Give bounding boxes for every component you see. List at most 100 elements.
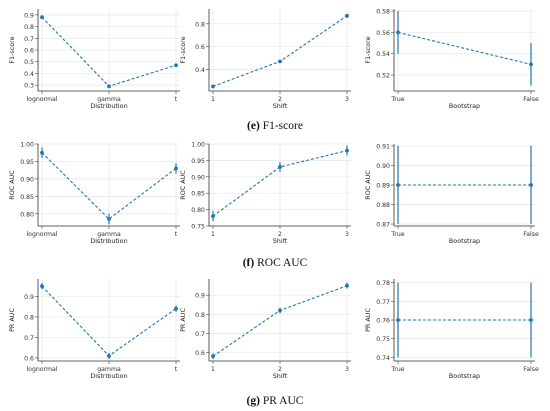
y-axis-label: ROC AUC	[179, 170, 187, 200]
x-axis-label: Distribution	[90, 102, 127, 110]
data-point	[396, 30, 400, 35]
x-tick-label: True	[390, 96, 404, 103]
y-tick-label: 0.5	[24, 59, 34, 66]
y-tick-label: 0.6	[195, 350, 205, 357]
x-tick-label: 2	[278, 96, 282, 103]
y-tick-label: 0.8	[195, 312, 205, 319]
y-tick-label: 0.80	[20, 211, 34, 218]
x-tick-label: 3	[345, 231, 349, 238]
data-point	[278, 59, 282, 64]
y-tick-label: 0.88	[376, 202, 390, 209]
data-point	[211, 84, 215, 89]
y-tick-label: 0.91	[376, 143, 390, 150]
x-axis-label: Shift	[273, 372, 288, 380]
x-tick-label: lognormal	[26, 366, 57, 373]
y-tick-label: 0.6	[24, 48, 34, 55]
series-line	[397, 31, 532, 65]
caption-text: ROC AUC	[257, 257, 308, 269]
y-axis-label: PR AUC	[364, 308, 372, 332]
data-point	[345, 148, 349, 153]
x-axis-label: Bootstrap	[449, 372, 480, 380]
x-tick-label: 2	[278, 366, 282, 373]
y-axis-label: ROC AUC	[8, 170, 16, 200]
data-point	[107, 84, 111, 89]
x-tick-label: t	[175, 366, 178, 373]
x-tick-label: 1	[211, 231, 215, 238]
y-tick-label: 0.7	[195, 331, 205, 338]
data-point	[529, 183, 533, 187]
x-tick-label: gamma	[97, 366, 121, 373]
caption-text: F1-score	[262, 120, 303, 132]
y-axis-label: ROC AUC	[364, 170, 372, 200]
data-point	[529, 62, 533, 67]
caption-letter: (f)	[242, 257, 255, 269]
y-tick-label: 0.75	[376, 336, 390, 343]
y-tick-label: 0.87	[376, 222, 390, 229]
data-point	[174, 306, 178, 311]
data-point	[211, 214, 215, 219]
data-point	[174, 166, 178, 171]
y-tick-label: 0.3	[24, 83, 34, 90]
y-tick-label: 0.4	[195, 67, 205, 74]
y-tick-label: 0.4	[24, 71, 34, 78]
x-tick-label: gamma	[97, 96, 121, 103]
x-axis-label: Bootstrap	[449, 237, 480, 245]
y-tick-label: 0.58	[376, 9, 390, 16]
x-tick-label: False	[523, 231, 539, 238]
y-tick-label: 0.90	[376, 163, 390, 170]
y-tick-label: 0.7	[24, 335, 34, 342]
chart-panel: 0.75 0.80 0.85 0.90 0.95 1.00 1 2 3 Shift ROC AUC	[179, 142, 351, 245]
data-point	[345, 283, 349, 288]
y-tick-label: 0.76	[376, 318, 390, 325]
y-tick-label: 0.95	[20, 159, 34, 166]
chart-panel: 0.52 0.54 0.56 0.58 True False Bootstrap F1-sco…	[364, 9, 539, 110]
y-axis-label: F1-score	[8, 36, 16, 63]
y-tick-label: 0.8	[24, 24, 34, 31]
y-tick-label: 0.8	[195, 21, 205, 28]
caption-pr-auc: (g) PR AUC	[0, 395, 550, 407]
chart-panel: 0.6 0.7 0.8 0.9 lognormal gamma t Distribution P…	[8, 279, 180, 380]
x-tick-label: True	[390, 231, 404, 238]
data-point	[107, 217, 111, 221]
y-tick-label: 0.75	[191, 224, 205, 231]
data-point	[40, 150, 44, 155]
x-tick-label: 3	[345, 96, 349, 103]
chart-panel: 0.74 0.75 0.76 0.77 0.78 True False Bootstrap PR…	[364, 279, 539, 380]
y-tick-label: 1.00	[20, 142, 34, 149]
caption-letter: (e)	[247, 120, 260, 132]
data-point	[278, 165, 282, 169]
x-axis-label: Bootstrap	[449, 102, 480, 110]
data-point	[174, 63, 178, 68]
x-tick-label: False	[523, 96, 539, 103]
y-tick-label: 1.00	[191, 142, 205, 149]
y-axis-label: F1-score	[364, 36, 372, 63]
chart-panel: 0.87 0.88 0.89 0.90 0.91 True False Bootstrap RO…	[364, 143, 539, 245]
y-tick-label: 0.9	[195, 293, 205, 300]
x-tick-label: gamma	[97, 231, 121, 238]
data-point	[396, 318, 400, 322]
y-axis-label: PR AUC	[179, 308, 187, 332]
chart-panel: 0.4 0.6 0.8 1 2 3 Shift F1-score	[179, 9, 351, 110]
x-axis-label: Distribution	[90, 237, 127, 245]
x-tick-label: 2	[278, 231, 282, 238]
caption-f1-score: (e) F1-score	[0, 120, 550, 132]
series-line	[212, 150, 348, 217]
y-tick-label: 0.9	[24, 294, 34, 301]
y-axis-label: PR AUC	[8, 308, 16, 332]
chart-panel: 0.80 0.85 0.90 0.95 1.00 lognormal gamma t Distr…	[8, 142, 180, 245]
y-tick-label: 0.85	[191, 191, 205, 198]
data-point	[211, 354, 215, 359]
series-line	[41, 152, 177, 220]
y-tick-label: 0.6	[195, 44, 205, 51]
x-axis-label: Shift	[273, 102, 288, 110]
x-tick-label: t	[175, 96, 178, 103]
y-tick-label: 0.95	[191, 158, 205, 165]
y-tick-label: 0.90	[20, 176, 34, 183]
y-tick-label: 0.85	[20, 194, 34, 201]
data-point	[107, 353, 111, 358]
y-tick-label: 0.52	[376, 73, 390, 80]
x-axis-label: Shift	[273, 237, 288, 245]
y-tick-label: 0.90	[191, 174, 205, 181]
y-tick-label: 0.7	[24, 36, 34, 43]
